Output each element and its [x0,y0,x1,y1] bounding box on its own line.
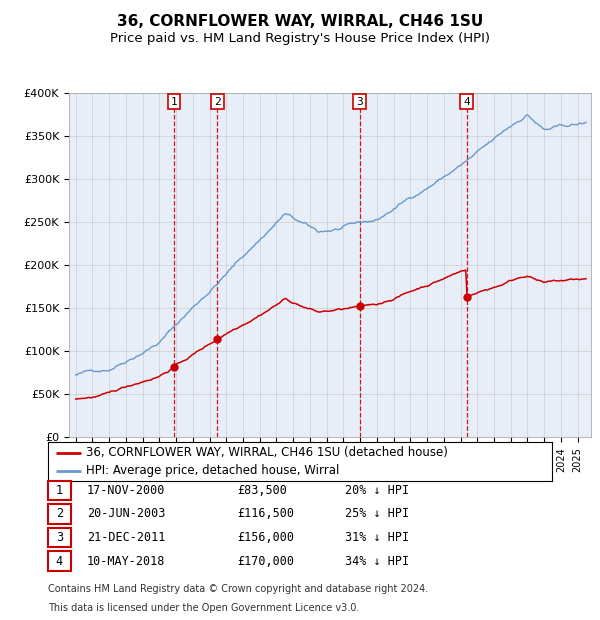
Text: This data is licensed under the Open Government Licence v3.0.: This data is licensed under the Open Gov… [48,603,359,613]
Text: £116,500: £116,500 [237,508,294,520]
Text: £156,000: £156,000 [237,531,294,544]
Text: 4: 4 [463,97,470,107]
Text: 34% ↓ HPI: 34% ↓ HPI [345,555,409,567]
Text: 20% ↓ HPI: 20% ↓ HPI [345,484,409,497]
Text: 1: 1 [170,97,178,107]
Text: HPI: Average price, detached house, Wirral: HPI: Average price, detached house, Wirr… [86,464,339,477]
Text: 25% ↓ HPI: 25% ↓ HPI [345,508,409,520]
Text: 10-MAY-2018: 10-MAY-2018 [87,555,166,567]
Text: 21-DEC-2011: 21-DEC-2011 [87,531,166,544]
Text: 2: 2 [214,97,221,107]
Text: 20-JUN-2003: 20-JUN-2003 [87,508,166,520]
Text: 3: 3 [56,531,63,544]
Text: Contains HM Land Registry data © Crown copyright and database right 2024.: Contains HM Land Registry data © Crown c… [48,584,428,594]
Text: Price paid vs. HM Land Registry's House Price Index (HPI): Price paid vs. HM Land Registry's House … [110,32,490,45]
Text: £170,000: £170,000 [237,555,294,567]
Text: 4: 4 [56,555,63,567]
Text: £83,500: £83,500 [237,484,287,497]
Text: 3: 3 [356,97,363,107]
Text: 36, CORNFLOWER WAY, WIRRAL, CH46 1SU: 36, CORNFLOWER WAY, WIRRAL, CH46 1SU [117,14,483,29]
Text: 2: 2 [56,508,63,520]
Text: 1: 1 [56,484,63,497]
Text: 36, CORNFLOWER WAY, WIRRAL, CH46 1SU (detached house): 36, CORNFLOWER WAY, WIRRAL, CH46 1SU (de… [86,446,448,459]
Text: 31% ↓ HPI: 31% ↓ HPI [345,531,409,544]
Text: 17-NOV-2000: 17-NOV-2000 [87,484,166,497]
